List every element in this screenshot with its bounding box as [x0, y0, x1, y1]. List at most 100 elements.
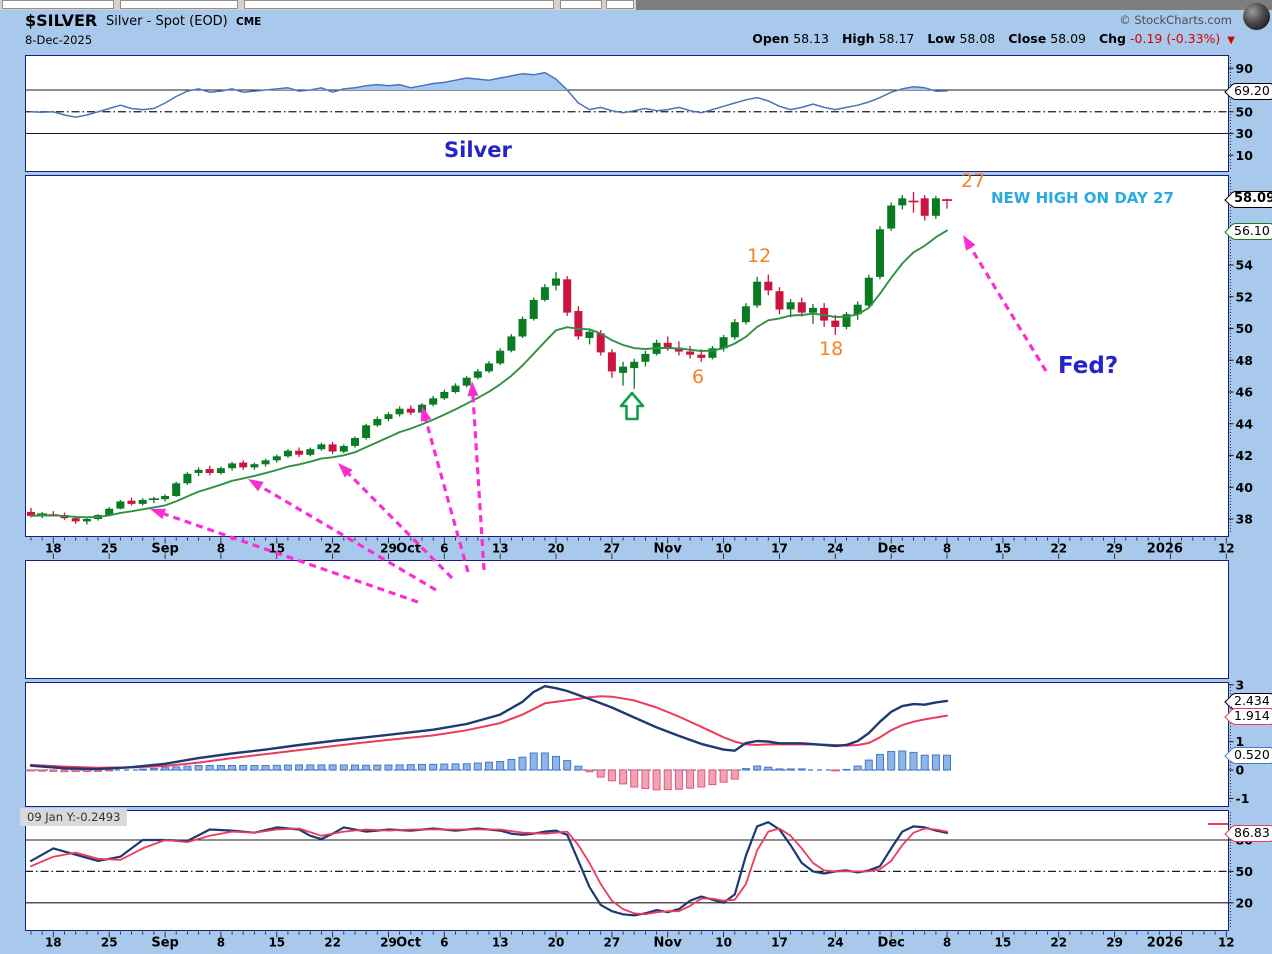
svg-text:30: 30	[1236, 126, 1254, 141]
svg-text:10: 10	[715, 936, 732, 950]
stochastic-panel	[25, 810, 1229, 931]
svg-text:0: 0	[1236, 763, 1245, 778]
svg-text:24: 24	[827, 542, 844, 556]
svg-text:50: 50	[1236, 104, 1254, 119]
svg-text:Sep: Sep	[151, 936, 179, 951]
open-label: Open	[752, 31, 790, 46]
rsi-panel	[25, 55, 1229, 172]
ticker-symbol: $SILVER	[25, 11, 98, 30]
svg-text:Oct: Oct	[396, 936, 421, 951]
svg-text:8: 8	[943, 542, 951, 556]
svg-text:13: 13	[492, 936, 509, 950]
svg-text:25: 25	[101, 542, 118, 556]
svg-text:22: 22	[1050, 542, 1067, 556]
svg-text:24: 24	[827, 936, 844, 950]
instrument-name: Silver - Spot (EOD)	[106, 14, 228, 29]
chrome-field[interactable]	[606, 0, 634, 9]
svg-text:Sep: Sep	[151, 542, 179, 557]
svg-text:90: 90	[1236, 61, 1254, 76]
day-18-annotation: 18	[819, 338, 844, 360]
svg-text:29: 29	[380, 542, 397, 556]
svg-text:44: 44	[1236, 416, 1254, 431]
chrome-field[interactable]	[244, 0, 554, 9]
chg-down-triangle-icon: ▼	[1227, 35, 1235, 46]
day-27-annotation: 27	[961, 170, 986, 192]
low-value: 58.08	[959, 31, 996, 46]
svg-text:20: 20	[548, 542, 565, 556]
overlay-widget-button[interactable]	[1243, 3, 1270, 30]
svg-text:29: 29	[380, 936, 397, 950]
svg-text:18: 18	[45, 936, 62, 950]
stoch-value-callout: 86.83	[1229, 825, 1272, 842]
svg-text:Dec: Dec	[878, 936, 905, 951]
svg-text:6: 6	[440, 542, 448, 556]
svg-text:8: 8	[217, 936, 225, 950]
svg-text:Nov: Nov	[654, 542, 683, 557]
svg-text:8: 8	[217, 542, 225, 556]
svg-text:12: 12	[1218, 936, 1235, 950]
svg-text:50: 50	[1236, 864, 1254, 879]
day-12-annotation: 12	[747, 245, 772, 267]
copyright: © StockCharts.com	[1119, 13, 1232, 27]
ma-value-callout: 56.10	[1229, 223, 1272, 240]
svg-text:22: 22	[1050, 936, 1067, 950]
crosshair-tooltip: 09 Jan Y:-0.2493	[20, 808, 128, 826]
svg-text:27: 27	[604, 936, 621, 950]
svg-text:10: 10	[715, 542, 732, 556]
svg-text:42: 42	[1236, 448, 1253, 463]
svg-text:25: 25	[101, 936, 118, 950]
svg-text:15: 15	[268, 542, 285, 556]
svg-text:22: 22	[324, 542, 341, 556]
svg-text:8: 8	[943, 936, 951, 950]
svg-text:17: 17	[771, 936, 788, 950]
svg-text:50: 50	[1236, 321, 1254, 336]
high-label: High	[841, 31, 875, 46]
signal-value-callout: 1.914	[1229, 708, 1272, 725]
blank-panel	[25, 560, 1229, 679]
svg-text:54: 54	[1236, 258, 1254, 273]
svg-text:40: 40	[1236, 480, 1254, 495]
chart-date: 8-Dec-2025	[25, 33, 93, 47]
svg-text:3: 3	[1236, 677, 1245, 692]
svg-text:12: 12	[1218, 542, 1235, 556]
chrome-field[interactable]	[120, 0, 238, 9]
svg-text:6: 6	[440, 936, 448, 950]
open-value: 58.13	[793, 31, 829, 46]
price-panel	[25, 175, 1229, 537]
quote-summary: Open 58.13 High 58.17 Low 58.08 Close 58.09 …	[743, 31, 1235, 46]
svg-text:20: 20	[548, 936, 565, 950]
chrome-field[interactable]	[560, 0, 602, 9]
svg-text:48: 48	[1236, 353, 1253, 368]
svg-text:Dec: Dec	[878, 542, 905, 557]
chg-label: Chg	[1098, 31, 1127, 46]
day-6-annotation: 6	[692, 366, 705, 388]
silver-title-annotation: Silver	[444, 138, 512, 162]
svg-text:15: 15	[995, 936, 1012, 950]
svg-text:2026: 2026	[1147, 936, 1183, 951]
svg-text:10: 10	[1236, 148, 1254, 163]
svg-text:38: 38	[1236, 512, 1253, 527]
svg-text:17: 17	[771, 542, 788, 556]
high-value: 58.17	[878, 31, 915, 46]
close-price-callout: 58.09	[1229, 191, 1272, 208]
macd-value-callout: 2.434	[1229, 693, 1272, 710]
svg-text:46: 46	[1236, 385, 1254, 400]
browser-chrome-strip	[0, 0, 636, 10]
fed-annotation: Fed?	[1058, 353, 1119, 379]
svg-text:20: 20	[1236, 895, 1254, 910]
svg-text:Oct: Oct	[396, 542, 421, 557]
svg-text:29: 29	[1106, 542, 1123, 556]
svg-text:52: 52	[1236, 289, 1253, 304]
svg-text:15: 15	[268, 936, 285, 950]
svg-text:27: 27	[604, 542, 621, 556]
chrome-field[interactable]	[2, 0, 114, 9]
svg-text:15: 15	[995, 542, 1012, 556]
histogram-value-callout: 0.520	[1229, 747, 1272, 764]
svg-text:Nov: Nov	[654, 936, 683, 951]
macd-panel	[25, 682, 1229, 807]
close-value: 58.09	[1050, 31, 1086, 46]
svg-text:22: 22	[324, 936, 341, 950]
chg-value: -0.19 (-0.33%)	[1130, 31, 1221, 46]
rsi-value-callout: 69.20	[1229, 83, 1272, 100]
